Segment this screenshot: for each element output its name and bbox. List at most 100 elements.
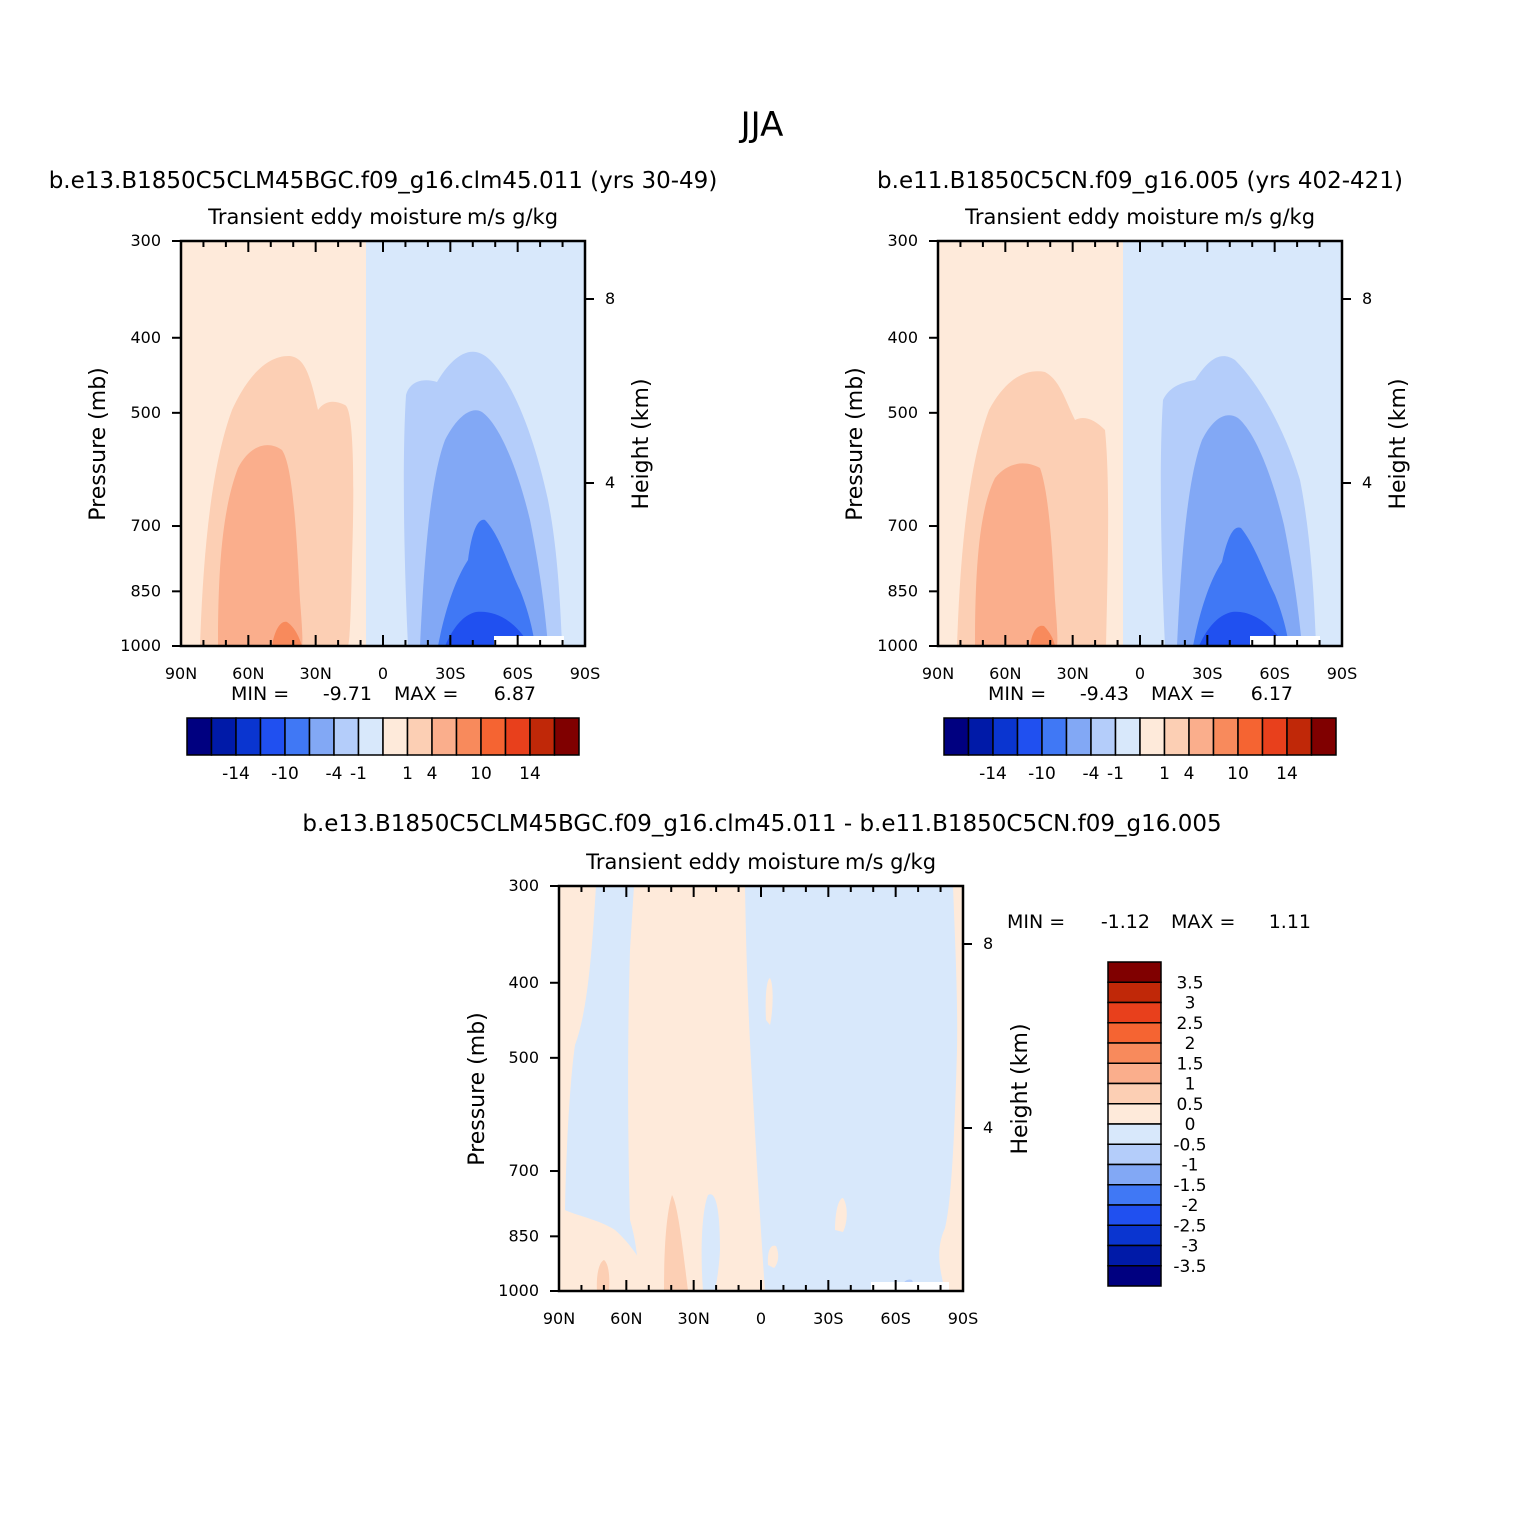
- x-tick-label: 30N: [1057, 664, 1089, 683]
- panel-2-max-label: MAX =: [1151, 683, 1215, 705]
- panel-1-x-ticks: 90N 60N 30N 0 30S 60S 90S: [165, 241, 600, 683]
- x-tick-label: 60N: [232, 664, 264, 683]
- y-right-tick-label: 4: [983, 1118, 993, 1137]
- colorbar-swatch: [1107, 1042, 1162, 1064]
- colorbar-label: 3: [1185, 994, 1196, 1014]
- panel-1-min-label: MIN =: [231, 683, 289, 705]
- panel-1-colorbar: [186, 717, 580, 756]
- x-tick-label: 60S: [1259, 664, 1290, 683]
- panel-3-colorbar-labels: 3.532.521.510.50-0.5-1-1.5-2-2.5-3-3.5: [1173, 973, 1206, 1277]
- panel-3-blob-pos-e: [767, 1245, 779, 1268]
- panel-1-subtitle-left: Transient eddy moisture: [207, 205, 462, 229]
- colorbar-swatch: [1107, 1022, 1162, 1044]
- colorbar-swatch: [967, 717, 994, 756]
- colorbar-label: -4: [1083, 764, 1100, 784]
- panel-2-contour-pos-3: [1030, 625, 1055, 646]
- colorbar-swatch: [1286, 717, 1313, 756]
- colorbar-swatch: [406, 717, 433, 756]
- colorbar-label: 1: [1185, 1075, 1196, 1095]
- x-tick-label: 90N: [922, 664, 954, 683]
- colorbar-swatch: [943, 717, 970, 756]
- panel-3-region-pos-far-south: [939, 886, 963, 1291]
- panel-1-title: b.e13.B1850C5CLM45BGC.f09_g16.clm45.011 …: [49, 168, 718, 194]
- colorbar-swatch: [333, 717, 360, 756]
- colorbar-swatch: [1107, 1163, 1162, 1186]
- x-tick-label: 90N: [543, 1309, 575, 1328]
- y-tick-label: 850: [130, 581, 161, 600]
- colorbar-swatch: [1041, 717, 1068, 756]
- panel-2-colorbar: [943, 717, 1337, 756]
- panel-3-y-right-ticks: 84: [963, 934, 993, 1137]
- panel-2-min-label: MIN =: [988, 683, 1046, 705]
- colorbar-swatch: [480, 717, 507, 756]
- panel-2-subtitle-left: Transient eddy moisture: [964, 205, 1219, 229]
- panel-1-missing-strip: [494, 636, 564, 646]
- panel-2-contour-pos-2: [975, 463, 1058, 646]
- panel-3-max-value: 1.11: [1269, 911, 1311, 933]
- colorbar-swatch: [1065, 717, 1092, 756]
- colorbar-swatch: [431, 717, 458, 756]
- colorbar-swatch: [1090, 717, 1117, 756]
- colorbar-swatch: [529, 717, 556, 756]
- colorbar-swatch: [308, 717, 335, 756]
- panel-2-subtitle-right: m/s g/kg: [1224, 205, 1315, 229]
- colorbar-swatch: [455, 717, 482, 756]
- colorbar-label: -0.5: [1173, 1135, 1206, 1155]
- y-tick-label: 700: [887, 516, 918, 535]
- panel-1-ylabel: Pressure (mb): [86, 367, 111, 521]
- panel-1-max-label: MAX =: [394, 683, 458, 705]
- colorbar-swatch: [1107, 1224, 1162, 1247]
- y-tick-label: 300: [508, 876, 539, 895]
- x-tick-label: 60N: [610, 1309, 642, 1328]
- colorbar-label: 4: [1184, 764, 1195, 784]
- panel-1-colorbar-labels: -14 -10 -4 -1 1 4 10 14: [222, 764, 541, 784]
- colorbar-label: -1: [1182, 1156, 1199, 1176]
- colorbar-swatch: [1016, 717, 1043, 756]
- y-right-tick-label: 8: [983, 934, 993, 953]
- colorbar-label: -10: [1028, 764, 1056, 784]
- panel-2: b.e11.B1850C5CN.f09_g16.005 (yrs 402-421…: [843, 168, 1411, 784]
- y-tick-label: 850: [508, 1226, 539, 1245]
- colorbar-swatch: [1107, 961, 1162, 983]
- panel-3-blob-pos-c: [835, 1198, 847, 1232]
- x-tick-label: 90N: [165, 664, 197, 683]
- panel-3-missing-strip: [871, 1282, 949, 1291]
- colorbar-swatch: [357, 717, 384, 756]
- y-right-tick-label: 8: [605, 289, 615, 308]
- colorbar-swatch: [1114, 717, 1141, 756]
- y-tick-label: 300: [130, 231, 161, 250]
- colorbar-swatch: [1107, 1184, 1162, 1206]
- panel-1-max-value: 6.87: [494, 683, 536, 705]
- colorbar-swatch: [504, 717, 531, 756]
- colorbar-swatch: [1261, 717, 1288, 756]
- x-tick-label: 90S: [948, 1309, 979, 1328]
- panel-2-colorbar-labels: -14 -10 -4 -1 1 4 10 14: [979, 764, 1298, 784]
- panel-3-min-value: -1.12: [1101, 911, 1150, 933]
- x-tick-label: 30S: [813, 1309, 844, 1328]
- y-tick-label: 1000: [877, 636, 918, 655]
- panel-3-blob-pos-d: [765, 978, 773, 1025]
- y-tick-label: 500: [508, 1048, 539, 1067]
- colorbar-swatch: [1237, 717, 1264, 756]
- panel-1-contour-pos-3: [272, 621, 302, 646]
- x-tick-label: 30S: [1192, 664, 1223, 683]
- y-tick-label: 700: [130, 516, 161, 535]
- panel-1-subtitle-right: m/s g/kg: [467, 205, 558, 229]
- y-right-tick-label: 8: [1362, 289, 1372, 308]
- colorbar-swatch: [553, 717, 580, 756]
- colorbar-swatch: [1212, 717, 1239, 756]
- panel-3-y-ticks: 300 400 500 700 850 1000: [498, 876, 559, 1300]
- colorbar-swatch: [235, 717, 262, 756]
- colorbar-label: 10: [1227, 764, 1249, 784]
- panel-3-subtitle-left: Transient eddy moisture: [585, 850, 840, 874]
- panel-3-title: b.e13.B1850C5CLM45BGC.f09_g16.clm45.011 …: [302, 811, 1221, 837]
- panel-3-field: [559, 886, 963, 1291]
- panel-2-contour-neg-3: [1193, 527, 1289, 646]
- panel-3-x-ticks: 90N 60N 30N 0 30S 60S 90S: [543, 886, 978, 1328]
- colorbar-label: -4: [326, 764, 343, 784]
- panel-1-contour-neg-3: [438, 519, 535, 646]
- colorbar-swatch: [1107, 1123, 1162, 1145]
- colorbar-swatch: [1107, 1265, 1162, 1287]
- colorbar-label: 14: [1276, 764, 1298, 784]
